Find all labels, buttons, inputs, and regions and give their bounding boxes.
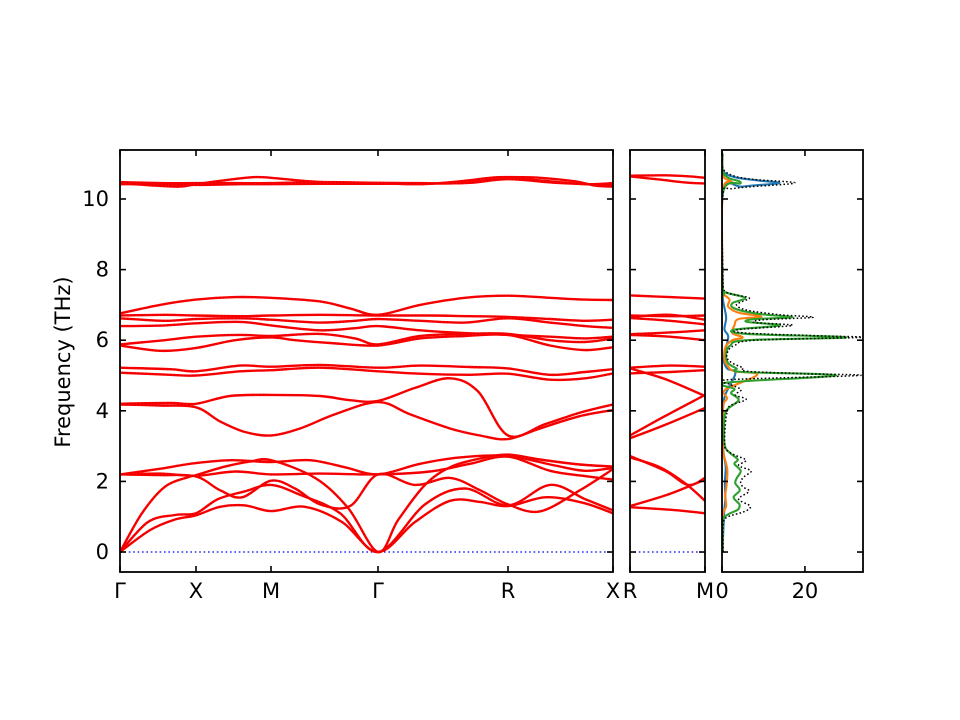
panel-frame — [629, 149, 706, 573]
phonon-band-dotted-overlay — [630, 314, 705, 321]
phonon-band-line — [630, 454, 705, 487]
phonon-band-dotted-overlay — [120, 454, 613, 475]
phonon-band-dotted-overlay — [630, 334, 705, 341]
phonon-band-line — [630, 406, 705, 440]
phonon-band-line — [630, 506, 705, 515]
phonon-band-line — [120, 454, 613, 476]
phonon-band-line — [120, 363, 613, 377]
panel-band_main: Γ X M Γ R X 0 2 4 6 8 10 — [82, 149, 620, 603]
phonon-band-dotted-overlay — [630, 317, 705, 325]
y-tick-label: 10 — [82, 187, 109, 211]
phonon-band-dotted-overlay — [630, 175, 705, 184]
phonon-band-line — [120, 496, 613, 554]
panel-frame — [721, 149, 864, 573]
partial-dos-blue-curve — [722, 153, 781, 553]
phonon-band-line — [630, 316, 705, 326]
phonon-band-line — [630, 313, 705, 321]
panel-dos: 0 20 — [715, 149, 864, 603]
panel-frame — [119, 149, 614, 573]
phonon-band-dotted-overlay — [630, 365, 705, 369]
phonon-band-dotted-overlay — [120, 332, 613, 345]
phonon-band-line — [630, 174, 705, 179]
phonon-band-line — [120, 320, 613, 340]
phonon-band-line — [120, 317, 613, 330]
phonon-band-dotted-overlay — [120, 401, 613, 440]
x-tick-label: Γ — [114, 579, 126, 603]
x-tick-label: R — [623, 579, 638, 603]
phonon-band-line — [630, 294, 705, 300]
phonon-band-dotted-overlay — [630, 367, 705, 397]
phonon-band-line — [120, 377, 613, 438]
panel-background — [722, 150, 863, 572]
phonon-band-dotted-overlay — [120, 454, 613, 553]
phonon-band-line — [120, 294, 613, 317]
phonon-band-dotted-overlay — [120, 377, 613, 438]
x-tick-label: M — [262, 579, 280, 603]
phonon-band-dotted-overlay — [120, 364, 613, 376]
x-tick-label: 20 — [792, 579, 819, 603]
panel-plot-area — [722, 153, 863, 553]
phonon-band-line — [630, 333, 705, 342]
y-tick-label: 0 — [96, 540, 109, 564]
phonon-band-dotted-overlay — [120, 321, 613, 339]
x-tick-label: Γ — [372, 579, 384, 603]
phonon-band-line — [630, 175, 705, 185]
phonon-band-dotted-overlay — [630, 174, 705, 179]
phonon-band-line — [120, 178, 613, 187]
y-tick-label: 4 — [96, 399, 109, 423]
total-dos-curve — [722, 153, 863, 553]
phonon-band-dotted-overlay — [120, 496, 613, 553]
phonon-band-line — [120, 366, 613, 382]
y-axis-label: Frequency (THz) — [51, 276, 75, 448]
x-tick-label: X — [606, 579, 620, 603]
phonon-band-dotted-overlay — [120, 314, 613, 322]
x-tick-label: X — [189, 579, 203, 603]
panel-plot-area — [120, 175, 613, 554]
phonon-band-line — [630, 364, 705, 369]
phonon-band-dotted-overlay — [630, 506, 705, 514]
phonon-band-line — [120, 332, 613, 346]
phonon-band-line — [630, 367, 705, 398]
y-tick-label: 8 — [96, 258, 109, 282]
x-tick-label: M — [696, 579, 714, 603]
phonon-band-dotted-overlay — [630, 456, 705, 502]
phonon-band-line — [120, 467, 613, 514]
y-tick-label: 6 — [96, 328, 109, 352]
phonon-band-dotted-overlay — [630, 369, 705, 374]
panel-plot-area — [630, 174, 705, 553]
phonon-band-line — [120, 483, 613, 554]
partial-dos-green-curve — [722, 153, 848, 553]
phonon-band-dotted-overlay — [630, 315, 705, 317]
phonon-band-line — [120, 333, 613, 353]
phonon-band-dotted-overlay — [120, 178, 613, 186]
phonon-band-dotted-overlay — [630, 294, 705, 300]
phonon-band-line — [630, 393, 705, 437]
phonon-band-dotted-overlay — [120, 317, 613, 329]
phonon-band-dotted-overlay — [630, 394, 705, 436]
phonon-band-dotted-overlay — [120, 367, 613, 381]
x-tick-label: R — [501, 579, 516, 603]
panel-background — [120, 150, 613, 572]
phonon-band-dotted-overlay — [120, 177, 613, 185]
y-tick-label: 2 — [96, 469, 109, 493]
x-tick-label: 0 — [715, 579, 728, 603]
phonon-band-dotted-overlay — [630, 329, 705, 335]
phonon-band-dotted-overlay — [120, 333, 613, 352]
phonon-band-line — [630, 369, 705, 375]
phonon-band-line — [630, 329, 705, 336]
